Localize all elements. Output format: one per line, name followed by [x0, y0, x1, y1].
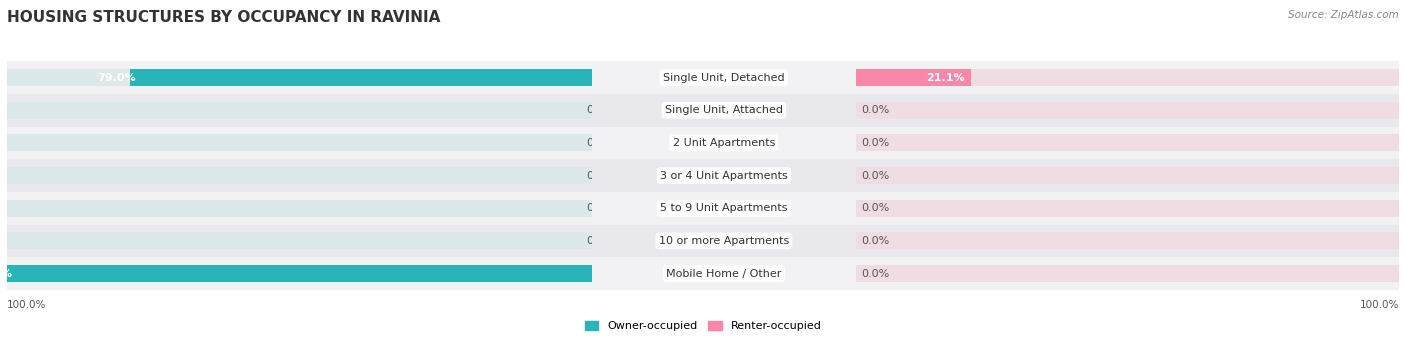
Bar — [129, 69, 592, 86]
Text: 21.1%: 21.1% — [927, 73, 966, 83]
Text: 0.0%: 0.0% — [586, 105, 614, 115]
Bar — [592, 61, 856, 94]
Legend: Owner-occupied, Renter-occupied: Owner-occupied, Renter-occupied — [581, 316, 825, 336]
Bar — [7, 265, 592, 282]
Bar — [856, 200, 1399, 217]
Text: Single Unit, Attached: Single Unit, Attached — [665, 105, 783, 115]
Bar — [7, 233, 592, 249]
Bar — [7, 167, 592, 184]
Bar — [856, 192, 1399, 225]
Bar — [592, 192, 856, 225]
Text: 100.0%: 100.0% — [0, 268, 13, 279]
Text: 3 or 4 Unit Apartments: 3 or 4 Unit Apartments — [659, 170, 787, 181]
Text: 0.0%: 0.0% — [586, 236, 614, 246]
Text: 0.0%: 0.0% — [862, 105, 890, 115]
Bar — [856, 257, 1399, 290]
Bar — [856, 159, 1399, 192]
Bar — [7, 94, 592, 127]
Text: 0.0%: 0.0% — [862, 236, 890, 246]
Bar — [7, 257, 592, 290]
Bar — [856, 265, 1399, 282]
Text: 0.0%: 0.0% — [586, 203, 614, 213]
Bar — [7, 61, 592, 94]
Text: 0.0%: 0.0% — [862, 138, 890, 148]
Text: Single Unit, Detached: Single Unit, Detached — [664, 73, 785, 83]
Bar — [592, 225, 856, 257]
Bar — [7, 69, 592, 86]
Bar — [592, 159, 856, 192]
Bar — [7, 265, 592, 282]
Text: 5 to 9 Unit Apartments: 5 to 9 Unit Apartments — [661, 203, 787, 213]
Bar — [592, 257, 856, 290]
Text: 0.0%: 0.0% — [586, 170, 614, 181]
Text: 10 or more Apartments: 10 or more Apartments — [659, 236, 789, 246]
Text: 100.0%: 100.0% — [1360, 300, 1399, 310]
Bar — [856, 134, 1399, 151]
Bar — [856, 61, 1399, 94]
Bar — [856, 94, 1399, 127]
Bar — [7, 225, 592, 257]
Bar — [856, 102, 1399, 119]
Bar — [856, 233, 1399, 249]
Text: Source: ZipAtlas.com: Source: ZipAtlas.com — [1288, 10, 1399, 20]
Text: 2 Unit Apartments: 2 Unit Apartments — [672, 138, 775, 148]
Text: 0.0%: 0.0% — [586, 138, 614, 148]
Text: 0.0%: 0.0% — [862, 170, 890, 181]
Bar — [856, 69, 1399, 86]
Bar — [592, 127, 856, 159]
Text: 100.0%: 100.0% — [7, 300, 46, 310]
Bar — [7, 102, 592, 119]
Text: 0.0%: 0.0% — [862, 268, 890, 279]
Bar — [592, 94, 856, 127]
Bar — [856, 225, 1399, 257]
Text: HOUSING STRUCTURES BY OCCUPANCY IN RAVINIA: HOUSING STRUCTURES BY OCCUPANCY IN RAVIN… — [7, 10, 440, 25]
Bar — [856, 69, 970, 86]
Text: Mobile Home / Other: Mobile Home / Other — [666, 268, 782, 279]
Bar — [856, 127, 1399, 159]
Bar — [7, 127, 592, 159]
Bar — [7, 200, 592, 217]
Text: 0.0%: 0.0% — [862, 203, 890, 213]
Bar — [856, 167, 1399, 184]
Text: 79.0%: 79.0% — [97, 73, 135, 83]
Bar — [7, 134, 592, 151]
Bar — [7, 159, 592, 192]
Bar — [7, 192, 592, 225]
